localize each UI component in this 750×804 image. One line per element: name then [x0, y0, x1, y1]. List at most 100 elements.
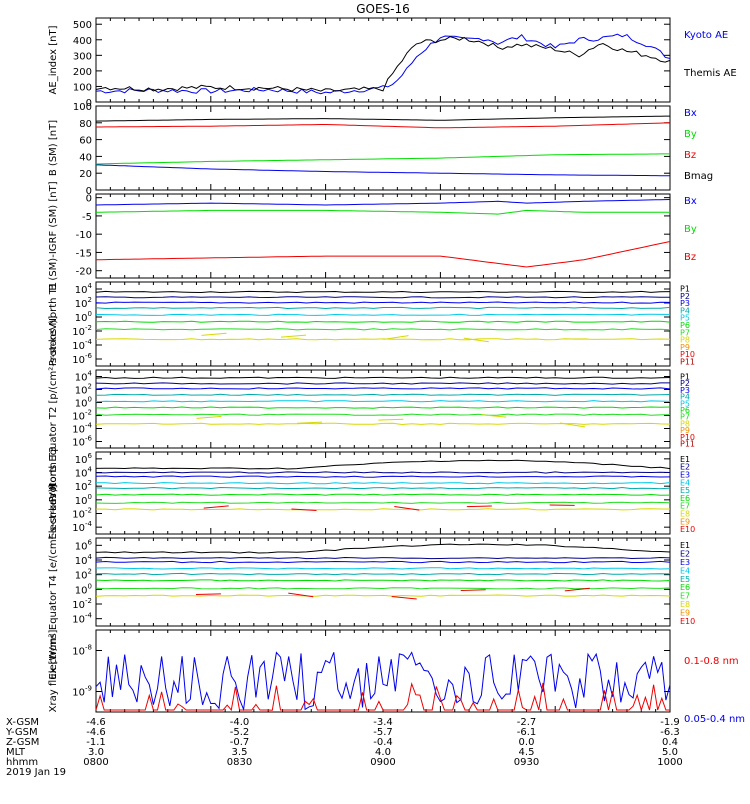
channel-line	[96, 329, 670, 330]
sparse-segment	[378, 419, 403, 420]
y-tick-label: 20	[79, 169, 92, 180]
y-tick-label: 104	[75, 370, 93, 384]
channel-line	[96, 544, 670, 553]
y-tick-label: 100	[75, 396, 92, 410]
channel-line	[96, 377, 670, 378]
y-tick-label: 500	[73, 20, 92, 31]
channel-line	[96, 388, 670, 389]
y-tick-label: 60	[79, 136, 92, 147]
legend-entry: Bz	[684, 150, 696, 161]
sparse-segment	[204, 506, 229, 508]
y-tick-label: 102	[75, 296, 92, 310]
channel-line	[96, 568, 670, 569]
channel-line	[96, 494, 670, 495]
legend-entry: Kyoto AE	[684, 30, 728, 41]
channel-line	[96, 401, 670, 402]
y-tick-label: 10-4	[72, 520, 92, 534]
channel-line	[96, 407, 670, 408]
panel-frame	[96, 18, 670, 102]
channel-line	[96, 502, 670, 503]
footer-row-label: 2019 Jan 19	[6, 767, 66, 778]
y-tick-label: 10-2	[72, 597, 92, 611]
channel-line	[96, 394, 670, 395]
y-tick-label: 104	[75, 466, 93, 480]
legend-entry: Bx	[684, 196, 697, 207]
y-axis-label: AE_index [nT]	[48, 25, 59, 94]
y-tick-label: 100	[75, 493, 92, 507]
channel-line	[96, 483, 670, 484]
channel-line	[96, 595, 670, 596]
channel-line	[96, 314, 670, 315]
y-tick-label: 10-2	[72, 409, 92, 423]
series-line-bx	[96, 200, 670, 206]
series-line-bx	[96, 165, 670, 176]
y-tick-label: 10-6	[72, 435, 92, 449]
footer-value: 0930	[514, 757, 539, 768]
channel-line	[96, 573, 670, 574]
y-tick-label: 200	[73, 67, 92, 78]
y-tick-label: -20	[76, 267, 92, 278]
y-tick-label: 102	[75, 383, 92, 397]
y-tick-label: 40	[79, 152, 92, 163]
channel-line	[96, 302, 670, 303]
channel-label: P11	[680, 440, 695, 449]
channel-line	[96, 383, 670, 384]
sparse-segment	[461, 590, 486, 591]
series-line-bmag	[96, 116, 670, 121]
channel-line	[96, 414, 670, 415]
series-line-bz	[96, 123, 670, 128]
y-tick-label: 10-8	[72, 644, 92, 658]
footer-value: 0800	[83, 757, 108, 768]
legend-entry: Bx	[684, 108, 697, 119]
sparse-segment	[197, 416, 222, 418]
y-tick-label: 10-9	[72, 685, 92, 699]
legend-entry: 0.1-0.8 nm	[684, 656, 739, 667]
chart-title: GOES-16	[356, 2, 410, 16]
footer-value: 0830	[227, 757, 252, 768]
legend-entry: Bz	[684, 252, 696, 263]
sparse-segment	[202, 333, 227, 335]
y-tick-label: 100	[73, 82, 92, 93]
series-line-0.05-0.4-nm	[96, 652, 670, 709]
y-tick-label: 80	[79, 119, 92, 130]
footer-value: 0900	[370, 757, 395, 768]
y-tick-label: 400	[73, 36, 92, 47]
panel-frame	[96, 106, 670, 190]
y-tick-label: 100	[75, 582, 92, 596]
legend-entry: Bmag	[684, 171, 713, 182]
y-tick-label: 104	[75, 553, 93, 567]
channel-line	[96, 297, 670, 298]
sparse-segment	[392, 597, 417, 599]
channel-label: P11	[680, 357, 695, 366]
legend-entry: Themis AE	[683, 68, 737, 79]
y-tick-label: 10-4	[72, 612, 92, 626]
y-axis-label: B (SM) [nT]	[48, 120, 59, 176]
y-tick-label: -15	[76, 248, 92, 259]
y-tick-label: 10-4	[72, 338, 92, 352]
sparse-segment	[297, 422, 322, 423]
series-line-bz	[96, 242, 670, 268]
channel-line	[96, 488, 670, 489]
channel-line	[96, 423, 670, 424]
channel-line	[96, 509, 670, 510]
y-tick-label: 10-6	[72, 352, 92, 366]
channel-line	[96, 307, 670, 308]
y-tick-label: 106	[75, 452, 93, 466]
y-tick-label: 10-2	[72, 507, 92, 521]
panel-frame	[96, 452, 670, 534]
y-tick-label: 102	[75, 568, 92, 582]
sparse-segment	[281, 335, 306, 337]
channel-label: E10	[680, 617, 695, 626]
legend-entry: By	[684, 129, 697, 140]
y-tick-label: 102	[75, 479, 92, 493]
channel-line	[96, 291, 670, 292]
channel-label: E10	[680, 525, 695, 534]
y-tick-label: 10-2	[72, 324, 92, 338]
series-line-kyoto-ae	[96, 34, 670, 93]
channel-line	[96, 561, 670, 562]
y-tick-label: -5	[82, 212, 92, 223]
legend-entry: 0.05-0.4 nm	[684, 714, 745, 725]
y-axis-label: Xray flux [W/m²]	[48, 630, 59, 713]
panel-frame	[96, 194, 670, 278]
